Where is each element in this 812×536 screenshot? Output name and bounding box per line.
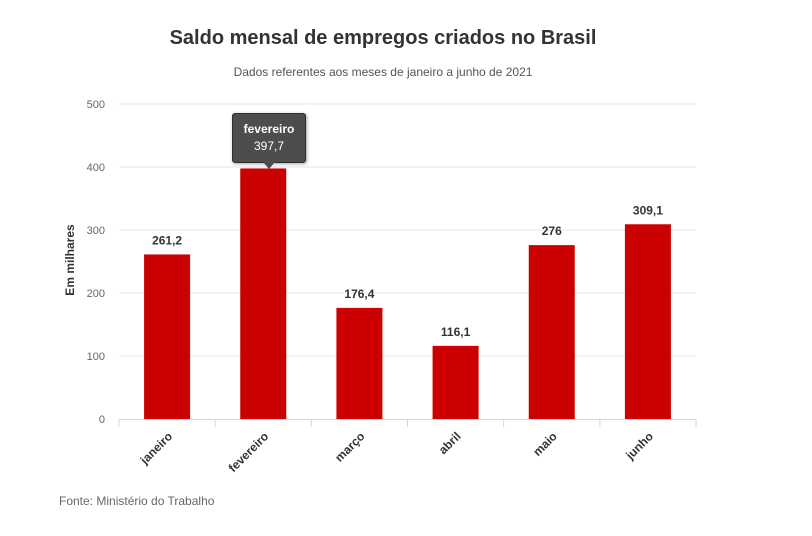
tooltip-title: fevereiro [243, 122, 295, 136]
y-tick-label: 500 [87, 99, 105, 111]
data-label: 276 [542, 224, 562, 238]
bar [624, 224, 671, 419]
gridlines [119, 103, 696, 357]
tooltip-value: 397,7 [253, 139, 285, 153]
bar [432, 345, 479, 419]
y-tick-label: 100 [87, 351, 105, 363]
y-tick-label: 400 [87, 162, 105, 174]
chart-title: Saldo mensal de empregos criados no Bras… [169, 27, 597, 49]
data-label: 176,4 [344, 287, 374, 301]
bar [240, 168, 287, 419]
tooltip: fevereiro 397,7 [232, 113, 306, 169]
data-label: 309,1 [633, 203, 663, 217]
chart-subtitle: Dados referentes aos meses de janeiro a … [233, 65, 533, 79]
bar [144, 254, 191, 419]
x-category-label: abril [436, 429, 464, 457]
x-category-label: março [332, 429, 367, 464]
y-tick-label: 0 [99, 414, 105, 426]
bars [144, 168, 671, 419]
y-axis-label: Em milhares [63, 224, 77, 296]
x-category-label: maio [530, 429, 560, 459]
y-tick-label: 300 [87, 225, 105, 237]
bar [336, 307, 383, 419]
x-category-label: janeiro [137, 429, 175, 467]
data-label: 116,1 [441, 325, 471, 339]
y-tick-label: 200 [87, 288, 105, 300]
tooltip-arrow [263, 162, 275, 169]
x-category-label: junho [622, 429, 656, 463]
bar [528, 245, 575, 419]
x-category-label: fevereiro [226, 429, 272, 475]
source-note: Fonte: Ministério do Trabalho [59, 494, 215, 508]
data-label: 261,2 [152, 233, 182, 247]
